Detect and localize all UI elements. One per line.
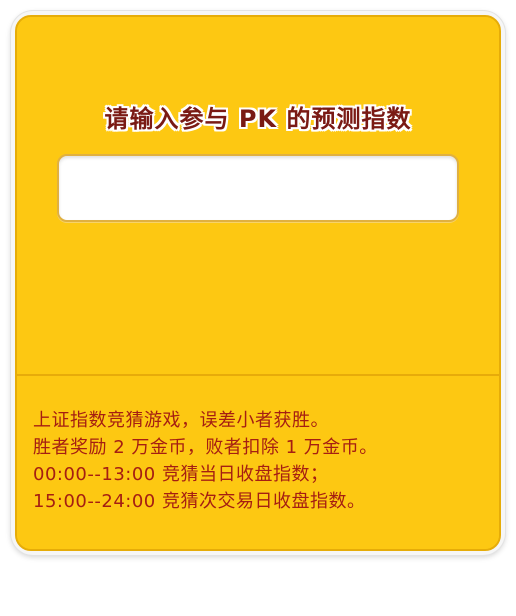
section-divider <box>17 374 499 376</box>
rule-line: 15:00--24:00 竞猜次交易日收盘指数。 <box>33 491 366 512</box>
rule-line: 上证指数竞猜游戏，误差小者获胜。 <box>33 410 329 431</box>
prediction-index-input[interactable] <box>57 154 459 222</box>
rules-section <box>17 376 499 549</box>
rules-text: 上证指数竞猜游戏，误差小者获胜。 胜者奖励 2 万金币，败者扣除 1 万金币。 … <box>33 407 499 515</box>
rule-line: 胜者奖励 2 万金币，败者扣除 1 万金币。 <box>33 437 378 458</box>
prompt-title: 请输入参与 PK 的预测指数 <box>104 105 412 133</box>
rule-line: 00:00--13:00 竞猜当日收盘指数； <box>33 464 329 485</box>
pk-index-panel: 请输入参与 PK 的预测指数 上证指数竞猜游戏，误差小者获胜。 胜者奖励 2 万… <box>15 15 501 551</box>
